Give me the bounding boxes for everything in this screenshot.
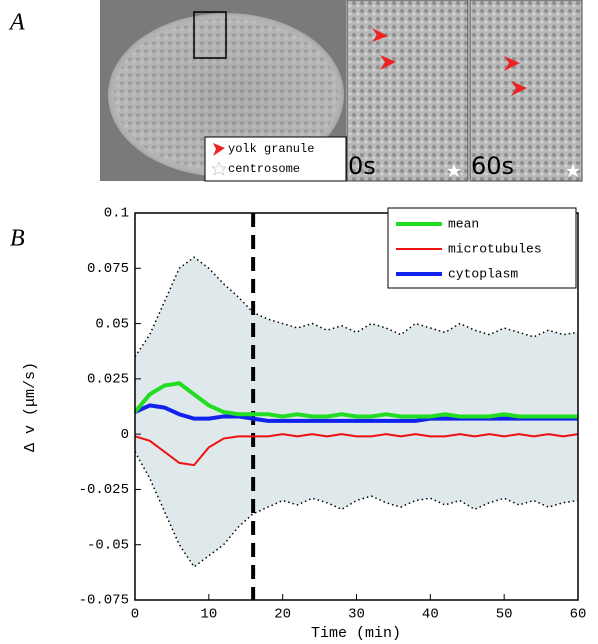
x-tick-label: 40 — [422, 607, 439, 623]
y-tick-label: 0.05 — [95, 316, 129, 332]
arrow-icon — [372, 28, 388, 42]
y-tick-label: 0.025 — [87, 372, 129, 388]
arrow-icon — [213, 143, 225, 156]
x-tick-label: 60 — [570, 607, 587, 623]
star-icon — [211, 161, 227, 176]
y-axis-label: Δ v (μm/s) — [22, 362, 39, 452]
series-line — [134, 403, 578, 423]
y-tick-label: -0.075 — [79, 593, 129, 609]
x-tick-label: 0 — [131, 607, 139, 623]
arrow-icon — [504, 56, 520, 71]
arrow-icon — [511, 81, 527, 96]
y-tick-label: 0.075 — [87, 261, 129, 277]
legend-text: yolk granule — [228, 142, 314, 156]
legend-label: cytoplasm — [448, 266, 518, 281]
roi-box — [193, 11, 227, 59]
legend-label: mean — [448, 216, 479, 231]
plot-frame — [134, 212, 579, 601]
y-tick-label: -0.05 — [87, 537, 129, 553]
series-line — [134, 433, 579, 467]
density-area — [135, 257, 578, 567]
x-tick-label: 50 — [496, 607, 513, 623]
envelope-line — [134, 256, 579, 358]
y-tick-label: 0.1 — [104, 206, 129, 222]
texture — [114, 19, 338, 171]
x-tick-label: 20 — [274, 607, 291, 623]
x-tick-label: 10 — [200, 607, 217, 623]
legend-label: microtubules — [448, 241, 542, 256]
arrow-icon — [380, 55, 396, 70]
y-tick-label: -0.025 — [79, 482, 129, 498]
y-tick-label: 0 — [121, 427, 129, 443]
star-icon — [447, 164, 461, 177]
time-label: 0s — [348, 152, 376, 180]
panel-label: A — [8, 10, 25, 36]
image — [346, 0, 469, 182]
image — [469, 0, 583, 182]
star-icon — [566, 164, 580, 177]
panel-label: B — [10, 226, 25, 252]
x-tick-label: 30 — [348, 607, 365, 623]
x-axis-label: Time (min) — [311, 625, 401, 642]
legend-text: centrosome — [228, 162, 300, 176]
series-line — [133, 381, 578, 419]
legend-box — [204, 136, 347, 182]
time-label: 60s — [471, 152, 514, 180]
